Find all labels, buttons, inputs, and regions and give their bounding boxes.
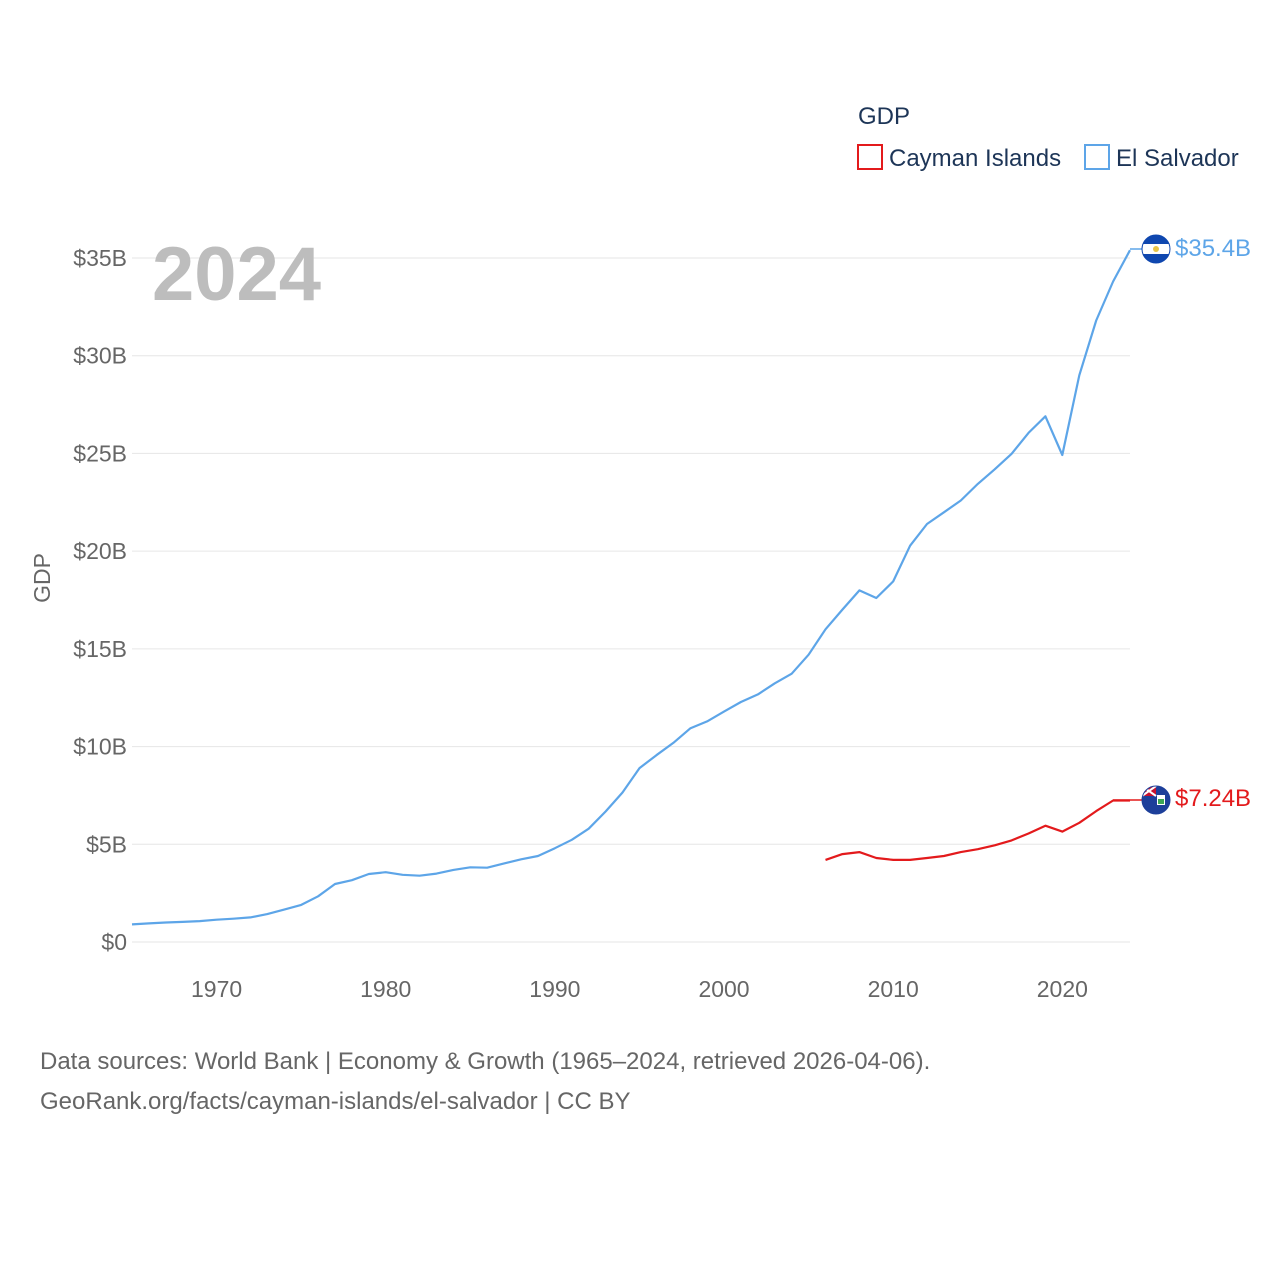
end-label-el-salvador: $35.4B (1175, 235, 1251, 262)
y-tick-label: $10B (73, 734, 127, 760)
y-axis-ticks: $0 $5B $10B $15B $20B $25B $30B $35B (73, 245, 127, 955)
legend-label-cayman-islands: Cayman Islands (889, 145, 1061, 172)
y-axis-title: GDP (29, 553, 55, 603)
legend-title: GDP (858, 103, 910, 130)
y-tick-label: $15B (73, 636, 127, 662)
series-line-cayman-islands (826, 801, 1131, 860)
x-tick-label: 2000 (698, 976, 749, 1002)
x-tick-label: 1990 (529, 976, 580, 1002)
series-lines (132, 250, 1130, 924)
legend-swatch-cayman-islands (858, 145, 882, 169)
gridlines (132, 258, 1130, 942)
legend-item-cayman-islands[interactable]: Cayman Islands (858, 145, 1061, 172)
footer: Data sources: World Bank | Economy & Gro… (40, 1042, 930, 1122)
end-label-cayman-islands: $7.24B (1175, 785, 1251, 812)
series-line-el-salvador (132, 250, 1130, 924)
end-marker-el-salvador: $35.4B (1130, 235, 1251, 263)
y-tick-label: $25B (73, 440, 127, 466)
legend-swatch-el-salvador (1085, 145, 1109, 169)
legend-item-el-salvador[interactable]: El Salvador (1085, 145, 1239, 172)
footer-credit: GeoRank.org/facts/cayman-islands/el-salv… (40, 1082, 930, 1122)
gdp-line-chart: GDP Cayman Islands El Salvador $0 $5B $10B… (0, 0, 1280, 1040)
x-tick-label: 1980 (360, 976, 411, 1002)
y-tick-label: $35B (73, 245, 127, 271)
y-tick-label: $20B (73, 538, 127, 564)
y-tick-label: $0 (101, 929, 127, 955)
end-marker-cayman-islands: $7.24B (1113, 785, 1251, 814)
y-tick-label: $30B (73, 343, 127, 369)
x-tick-label: 2020 (1037, 976, 1088, 1002)
x-tick-label: 1970 (191, 976, 242, 1002)
year-label: 2024 (152, 232, 321, 317)
footer-sources: Data sources: World Bank | Economy & Gro… (40, 1042, 930, 1082)
x-tick-label: 2010 (868, 976, 919, 1002)
y-tick-label: $5B (86, 831, 127, 857)
x-axis-ticks: 1970 1980 1990 2000 2010 2020 (191, 976, 1088, 1002)
legend-label-el-salvador: El Salvador (1116, 145, 1239, 172)
